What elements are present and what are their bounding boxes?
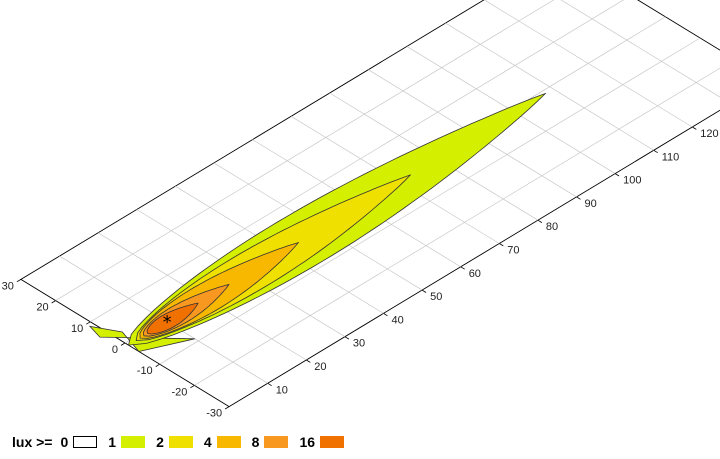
x-tick-label: 100 — [623, 175, 641, 187]
y-tick-label: 30 — [2, 280, 14, 292]
x-tick-mark — [383, 313, 388, 317]
y-tick-mark — [86, 321, 91, 325]
axes: 1020304050607080901001101201303020100-10… — [2, 126, 719, 420]
legend-label: 4 — [203, 434, 212, 450]
x-tick-mark — [267, 382, 272, 387]
x-tick-label: 30 — [353, 338, 365, 350]
y-tick-mark — [155, 363, 160, 367]
legend-swatch — [121, 436, 146, 448]
legend-item: 2 — [156, 434, 193, 450]
legend-title: lux >= — [12, 434, 53, 450]
legend-swatch — [73, 436, 98, 448]
legend: lux >= 0 1 2 4 8 16 — [12, 432, 355, 452]
lux-contours: * — [88, 93, 547, 352]
x-tick-mark — [499, 243, 504, 247]
legend-swatch — [216, 436, 241, 448]
x-tick-label: 40 — [392, 314, 404, 326]
y-tick-mark — [120, 342, 126, 346]
legend-items: 0 1 2 4 8 16 — [60, 434, 355, 450]
x-tick-label: 20 — [314, 361, 326, 373]
x-tick-label: 60 — [469, 268, 481, 280]
x-tick-mark — [344, 336, 350, 340]
x-tick-label: 70 — [507, 245, 519, 257]
legend-label: 1 — [108, 434, 117, 450]
legend-item: 8 — [252, 434, 289, 450]
y-tick-mark — [190, 385, 195, 389]
legend-label: 16 — [299, 434, 316, 450]
x-tick-mark — [460, 266, 465, 270]
x-tick-label: 80 — [546, 221, 558, 233]
y-tick-mark — [16, 279, 22, 283]
y-tick-label: 0 — [112, 344, 118, 356]
y-tick-label: 20 — [36, 302, 48, 314]
x-tick-label: 90 — [585, 198, 597, 210]
y-tick-label: -20 — [171, 386, 187, 398]
lux-contour-plot: * 1020304050607080901001101201303020100-… — [2, 0, 720, 420]
x-tick-mark — [306, 359, 311, 363]
x-tick-mark — [653, 149, 658, 154]
x-tick-label: 120 — [700, 128, 718, 140]
grid-line-y — [90, 0, 625, 323]
source-marker: * — [163, 312, 172, 333]
y-tick-mark — [51, 300, 56, 304]
legend-label: 8 — [251, 434, 260, 450]
x-tick-mark — [692, 126, 697, 130]
legend-item: 4 — [204, 434, 241, 450]
x-tick-mark — [421, 289, 427, 293]
grid-line-y — [194, 67, 720, 386]
x-tick-mark — [537, 219, 543, 223]
y-tick-label: -30 — [206, 408, 222, 420]
y-tick-label: -10 — [137, 365, 153, 377]
legend-swatch — [264, 436, 289, 448]
x-tick-mark — [576, 196, 581, 200]
legend-label: 2 — [156, 434, 164, 450]
contour-level-16 — [146, 302, 199, 335]
x-tick-label: 50 — [430, 291, 442, 303]
legend-swatch — [320, 436, 345, 448]
y-tick-mark — [224, 406, 230, 410]
grid-line-y — [55, 0, 555, 301]
x-tick-label: 110 — [662, 151, 680, 163]
x-tick-mark — [614, 173, 620, 177]
grid-line-y — [159, 37, 701, 365]
legend-label: 0 — [60, 434, 69, 450]
legend-item: 1 — [108, 434, 146, 450]
legend-swatch — [168, 436, 193, 448]
legend-item: 16 — [299, 434, 345, 450]
x-tick-label: 10 — [276, 384, 288, 396]
y-tick-label: 10 — [71, 323, 83, 335]
legend-item: 0 — [60, 434, 98, 450]
